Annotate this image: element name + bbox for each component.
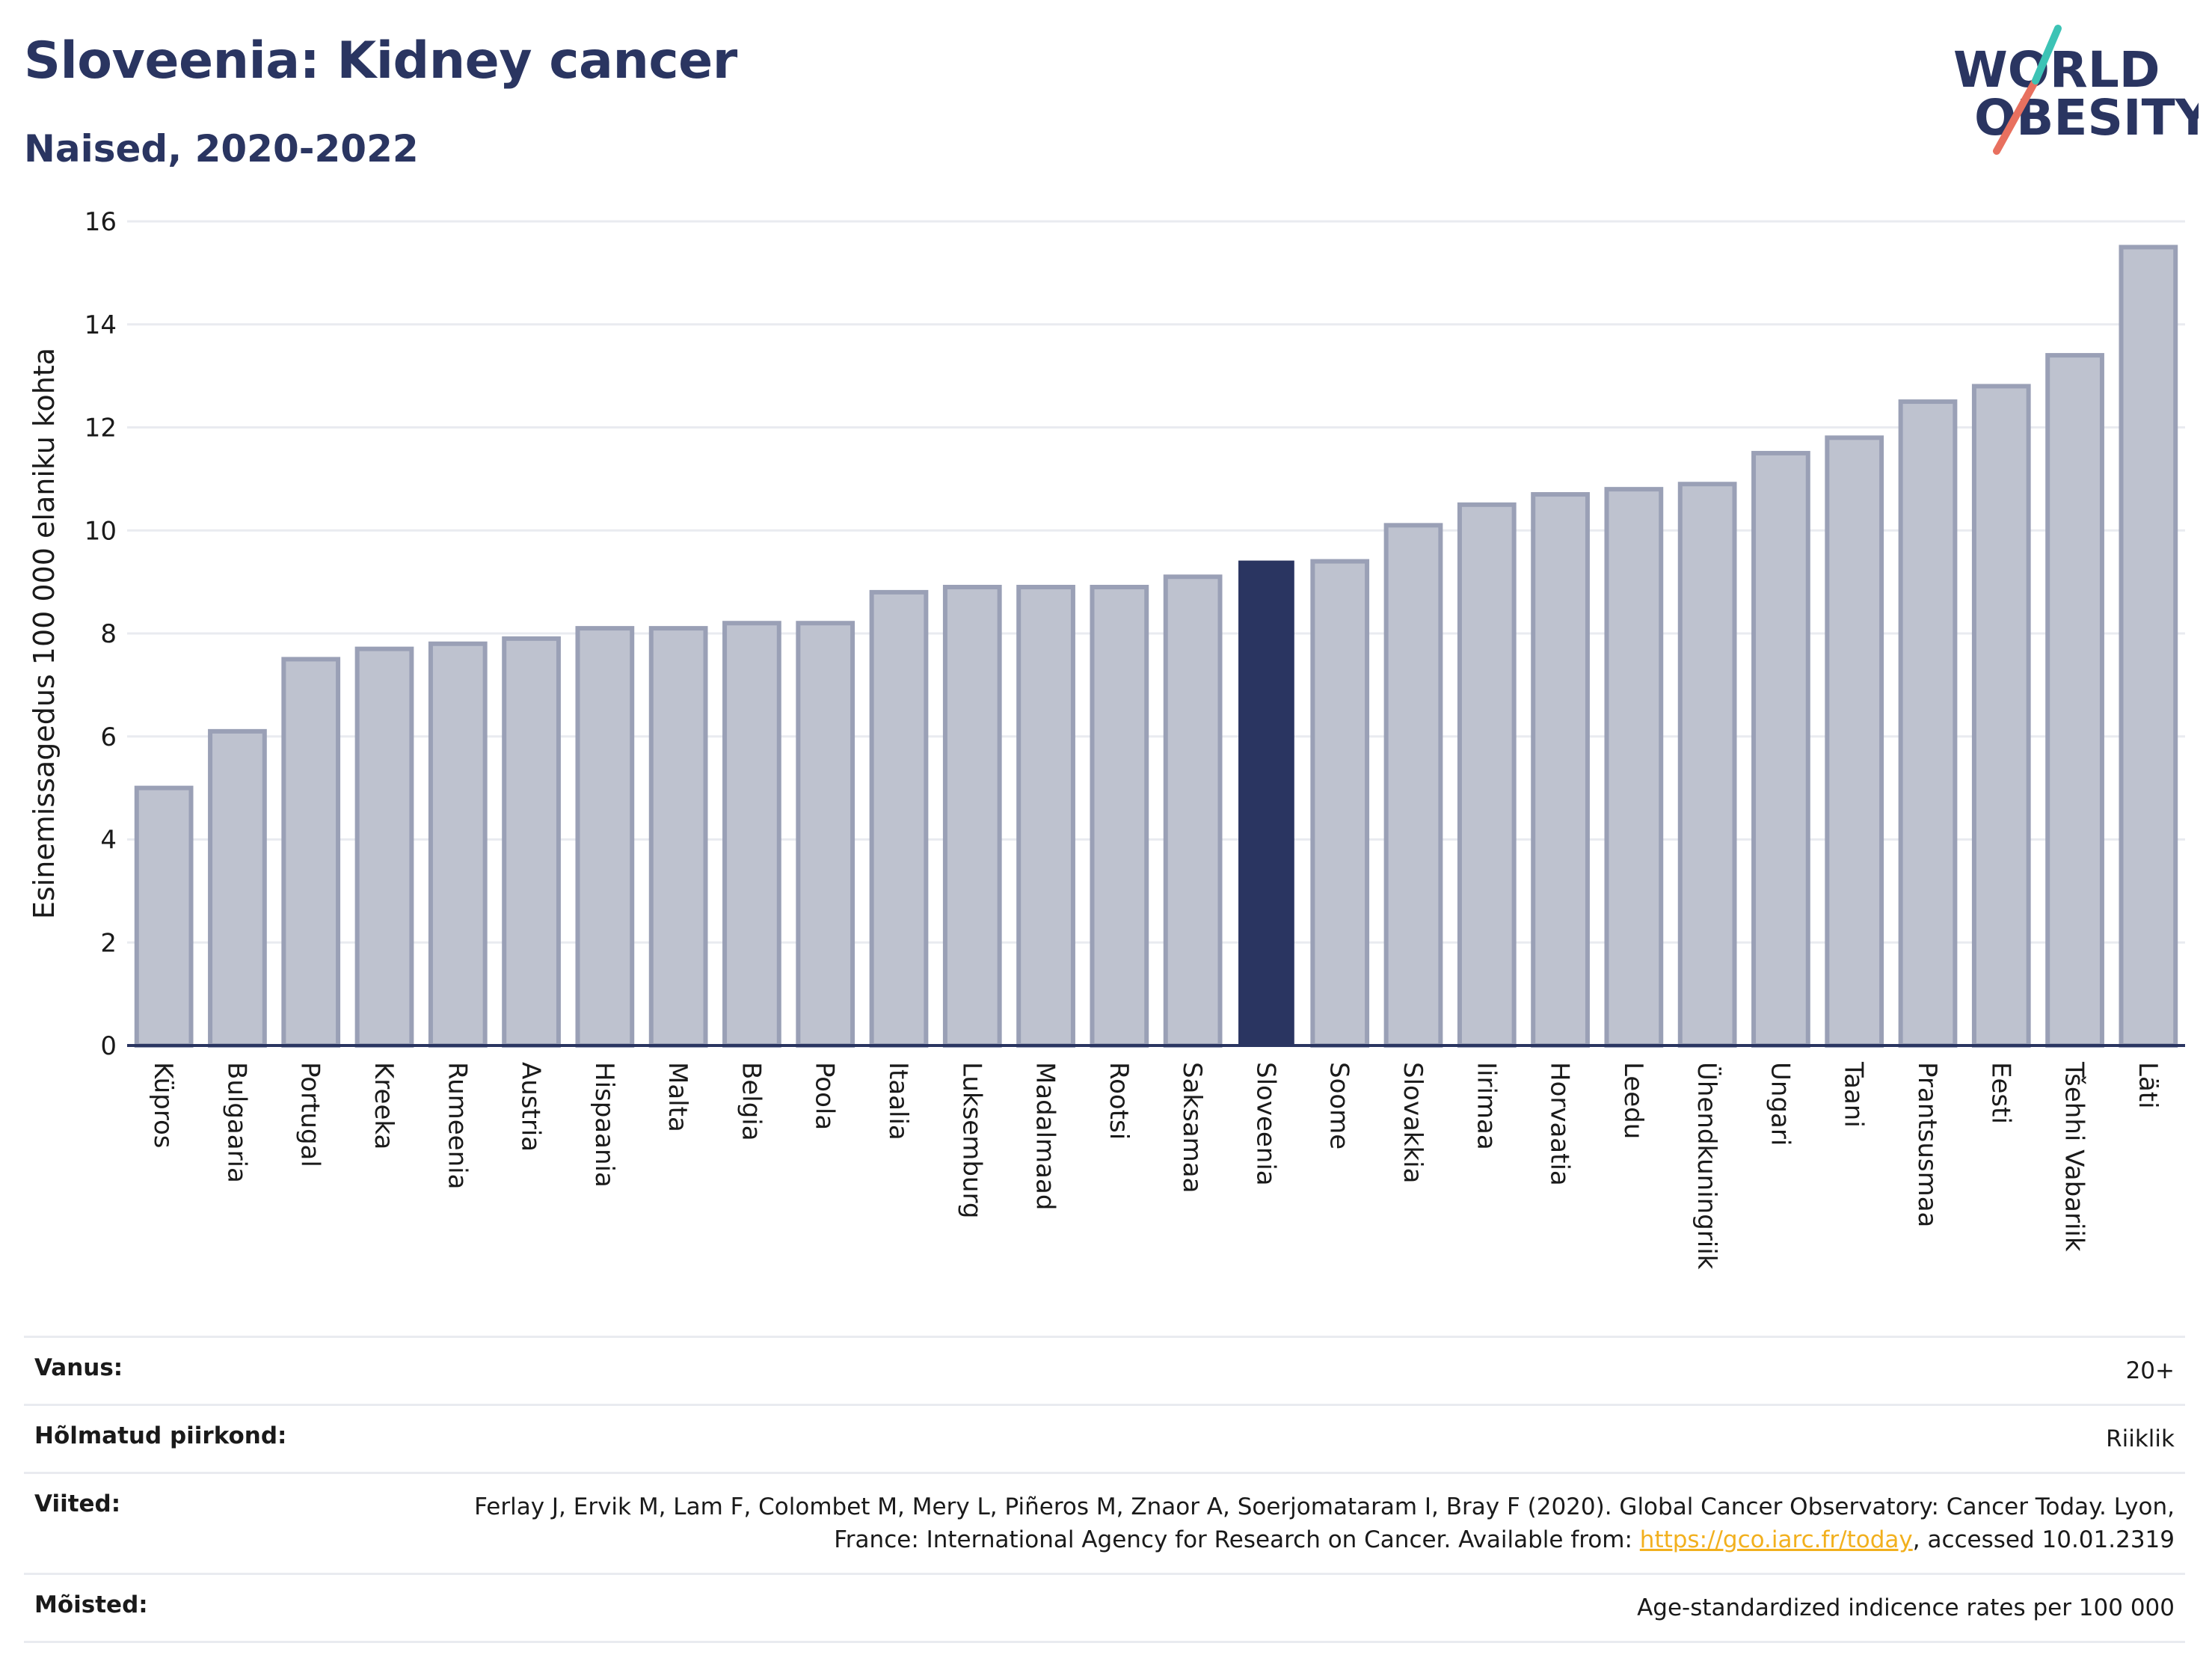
x-tick-label: Madalmaad (1030, 1062, 1060, 1210)
x-tick-label: Läti (2133, 1062, 2163, 1109)
bar (354, 646, 414, 1048)
x-tick-label: Horvaatia (1545, 1062, 1575, 1186)
bar-chart: 0 2 4 6 8 10 12 14 16 Esinemissagedus 100 000 ela… (28, 207, 2185, 1270)
x-tick-label: Slovakkia (1398, 1062, 1428, 1183)
x-tick-label: Belgia (736, 1062, 766, 1141)
x-tick-label: Leedu (1618, 1062, 1648, 1139)
bar (1457, 502, 1517, 1048)
y-tick-label: 0 (100, 1031, 117, 1061)
bar (208, 728, 267, 1048)
bar (1016, 585, 1075, 1048)
meta-key: Vanus: (34, 1354, 123, 1381)
x-tick-label: Prantsusmaa (1912, 1062, 1942, 1227)
y-tick-label: 14 (85, 310, 117, 340)
meta-row-references: Viited: Ferlay J, Ervik M, Lam F, Colomb… (24, 1472, 2185, 1573)
y-tick-label: 8 (100, 619, 117, 649)
x-tick-label: Itaalia (883, 1062, 913, 1140)
x-tick-label: Portugal (295, 1062, 325, 1167)
bar (1604, 487, 1664, 1048)
bar (1383, 523, 1443, 1048)
bar (1751, 450, 1810, 1048)
meta-value: Ferlay J, Ervik M, Lam F, Colombet M, Me… (455, 1490, 2175, 1556)
meta-row-coverage: Hõlmatud piirkond: Riiklik (24, 1404, 2185, 1472)
bar (1677, 482, 1737, 1048)
bar (575, 626, 635, 1048)
y-tick-label: 4 (100, 826, 117, 856)
y-tick-label: 2 (100, 928, 117, 958)
reference-link[interactable]: https://gco.iarc.fr/today (1639, 1526, 1913, 1553)
bar (1310, 559, 1370, 1048)
bar (502, 636, 561, 1048)
bar (1825, 435, 1884, 1048)
x-tick-label: Iirimaa (1471, 1062, 1501, 1150)
x-tick-label: Kreeka (369, 1062, 399, 1149)
bar (281, 657, 341, 1048)
world-obesity-logo: WORLD OBESITY (1953, 25, 2199, 155)
y-axis-label: Esinemissagedus 100 000 elaniku kohta (28, 348, 61, 919)
x-tick-label: Tšehhi Vabariik (2059, 1061, 2089, 1252)
x-tick-label: Ühendkuningriik (1692, 1062, 1722, 1270)
bar (1163, 574, 1223, 1048)
bar (1090, 585, 1149, 1048)
x-tick-label: Luksemburg (956, 1062, 986, 1218)
y-tick-label: 10 (85, 516, 117, 546)
x-tick-label: Taani (1839, 1061, 1869, 1128)
bar (134, 785, 194, 1048)
x-tick-label: Soome (1324, 1062, 1354, 1149)
x-tick-label: Bulgaaria (221, 1062, 251, 1183)
bar (796, 621, 855, 1048)
logo-line1: WORLD (1953, 41, 2160, 99)
x-tick-label: Saksamaa (1177, 1062, 1207, 1193)
bar (722, 621, 781, 1048)
y-tick-label: 12 (85, 414, 117, 443)
bar (2119, 245, 2178, 1048)
x-tick-label: Hispaania (589, 1062, 619, 1188)
bar (1971, 384, 2031, 1048)
bar (2045, 353, 2104, 1048)
x-tick-label: Eesti (1985, 1062, 2015, 1124)
x-tick-label: Küpros (148, 1062, 178, 1148)
bar (869, 589, 929, 1048)
meta-row-age: Vanus: 20+ (24, 1336, 2185, 1404)
x-tick-label: Ungari (1765, 1062, 1795, 1146)
y-tick-label: 16 (85, 207, 117, 237)
bar (1238, 560, 1294, 1046)
chart-title: Sloveenia: Kidney cancer (24, 31, 737, 90)
chart-subtitle: Naised, 2020-2022 (24, 127, 419, 171)
bar (428, 641, 488, 1048)
reference-text: Ferlay J, Ervik M, Lam F, Colombet M, Me… (474, 1493, 2175, 1553)
metadata-table: Vanus: 20+ Hõlmatud piirkond: Riiklik Vi… (24, 1336, 2185, 1643)
logo-slash-teal (2032, 25, 2062, 85)
meta-key: Mõisted: (34, 1591, 148, 1618)
meta-row-definitions: Mõisted: Age-standardized indicence rate… (24, 1573, 2185, 1643)
x-tick-label: Malta (663, 1062, 692, 1132)
x-tick-label: Austria (516, 1062, 546, 1152)
bar (1898, 399, 1958, 1048)
x-tick-label: Rumeenia (442, 1062, 472, 1189)
bar (648, 626, 708, 1048)
x-tick-label: Rootsi (1104, 1062, 1134, 1140)
meta-value: 20+ (2125, 1357, 2175, 1384)
meta-value: Age-standardized indicence rates per 100… (1637, 1594, 2175, 1621)
meta-value: Riiklik (2106, 1425, 2175, 1452)
logo-slash-coral (1993, 77, 2039, 155)
reference-accessed: , accessed 10.01.2319 (1912, 1526, 2175, 1553)
x-tick-label: Sloveenia (1250, 1062, 1280, 1186)
y-tick-label: 6 (100, 722, 117, 752)
meta-key: Hõlmatud piirkond: (34, 1422, 287, 1449)
meta-key: Viited: (34, 1490, 121, 1517)
x-tick-label: Poola (810, 1062, 840, 1130)
bar (942, 585, 1002, 1048)
bar (1531, 492, 1590, 1048)
